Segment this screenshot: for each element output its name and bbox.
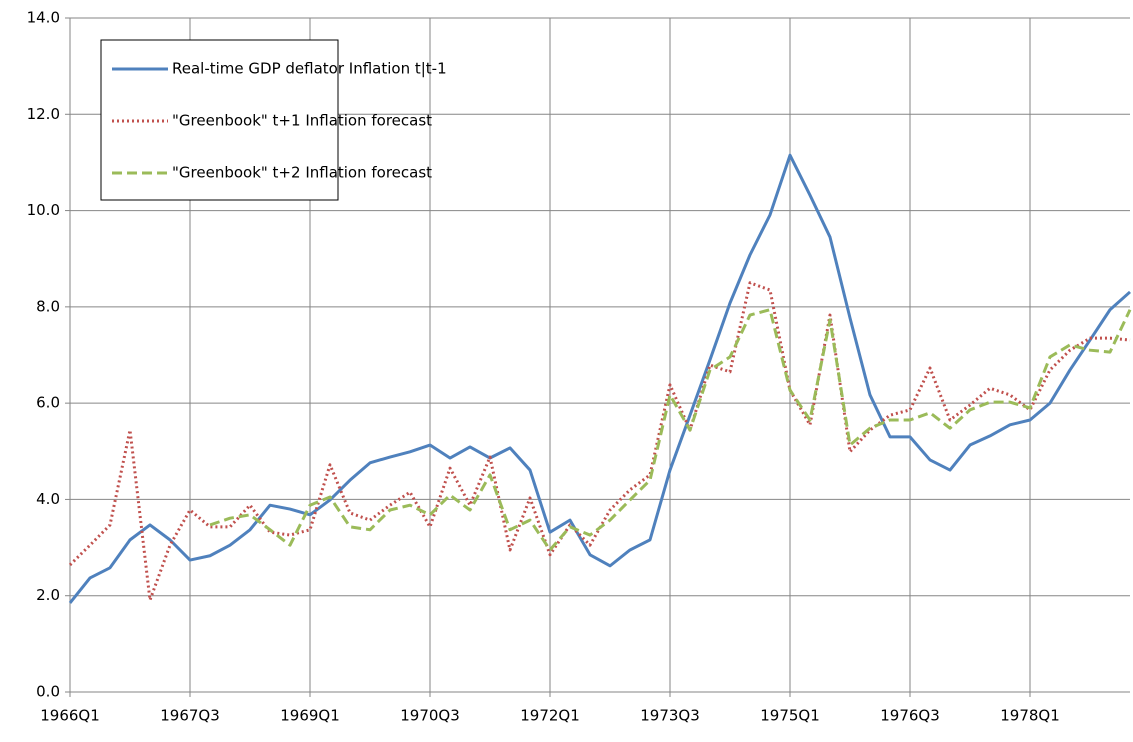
x-tick-label: 1976Q3: [880, 707, 940, 725]
x-tick-label: 1972Q1: [520, 707, 580, 725]
x-tick-label: 1970Q3: [400, 707, 460, 725]
x-tick-label: 1969Q1: [280, 707, 340, 725]
legend-box: [100, 39, 339, 201]
y-tick-label: 2.0: [36, 586, 60, 604]
y-tick-label: 8.0: [36, 297, 60, 315]
legend-label: "Greenbook" t+1 Inflation forecast: [172, 112, 432, 130]
y-tick-label: 14.0: [27, 9, 60, 27]
x-tick-label: 1978Q1: [1000, 707, 1060, 725]
x-tick-label: 1975Q1: [760, 707, 820, 725]
y-tick-label: 10.0: [27, 201, 60, 219]
y-tick-label: 4.0: [36, 490, 60, 508]
y-tick-label: 6.0: [36, 394, 60, 412]
legend: Real-time GDP deflator Inflation t|t-1 "G…: [100, 39, 447, 201]
legend-label: "Greenbook" t+2 Inflation forecast: [172, 164, 432, 182]
series-line: [68, 153, 1131, 604]
x-tick-label: 1966Q1: [40, 707, 100, 725]
legend-label: Real-time GDP deflator Inflation t|t-1: [172, 60, 447, 78]
y-tick-label: 12.0: [27, 105, 60, 123]
x-tick-label: 1973Q3: [640, 707, 700, 725]
x-tick-label: 1967Q3: [160, 707, 220, 725]
y-tick-label: 0.0: [36, 683, 60, 701]
series-line: [68, 281, 1131, 602]
